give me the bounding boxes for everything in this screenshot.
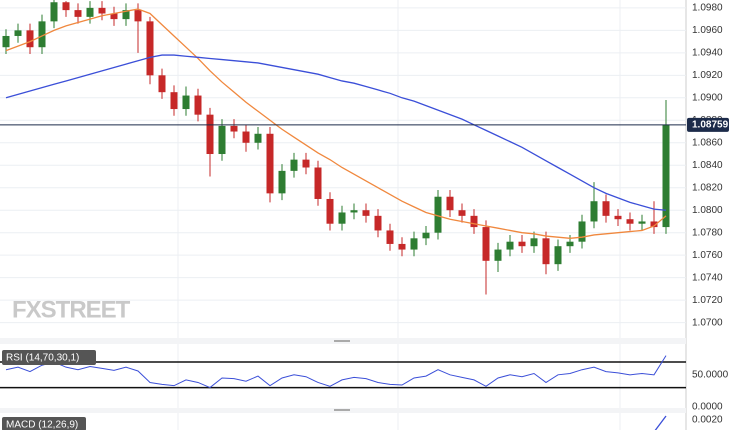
moving-average: [5, 54, 667, 211]
candle-body: [638, 221, 646, 224]
candle-body: [554, 246, 562, 265]
candle-body: [302, 159, 310, 168]
candle-body: [290, 159, 298, 171]
candle-body: [242, 131, 250, 143]
candle-body: [626, 219, 634, 224]
candle-body: [518, 241, 526, 247]
candle-body: [254, 133, 262, 143]
candle-body: [278, 170, 286, 194]
moving-average: [5, 8, 667, 239]
rsi-line: [5, 355, 667, 389]
candle-body: [86, 7, 94, 17]
candle-body: [338, 212, 346, 224]
y-tick-label: 1.0840: [692, 160, 723, 171]
price-panel: [0, 0, 686, 324]
y-tick-label: 1.0960: [692, 25, 723, 36]
macd-panel: [654, 415, 667, 430]
candle-body: [38, 21, 46, 48]
divider-grip[interactable]: [334, 340, 350, 342]
candle-body: [422, 232, 430, 239]
candle-body: [350, 210, 358, 213]
candle-body: [470, 215, 478, 228]
macd-line: [654, 415, 667, 430]
candle-body: [98, 7, 106, 14]
axes: 1.09801.09601.09401.09201.09001.08801.08…: [2, 3, 729, 431]
candle-body: [2, 35, 10, 48]
y-tick-label: 1.0820: [692, 182, 723, 193]
candle-body: [578, 221, 586, 242]
macd-title: MACD (12,26,9): [6, 420, 78, 430]
y-tick-label: 1.0740: [692, 272, 723, 283]
y-tick-label: 1.0860: [692, 137, 723, 148]
candle-body: [146, 21, 154, 76]
candle-body: [386, 230, 394, 244]
y-tick-label: 1.0720: [692, 295, 723, 306]
candle-body: [182, 95, 190, 110]
candle-body: [374, 215, 382, 231]
y-tick-label: 1.0920: [692, 70, 723, 81]
candle-body: [614, 215, 622, 220]
candle-body: [266, 133, 274, 194]
y-tick-label: 1.0780: [692, 227, 723, 238]
candle-body: [26, 30, 34, 48]
rsi-title: RSI (14,70,30,1): [6, 353, 79, 364]
candle-body: [566, 241, 574, 247]
candle-body: [170, 92, 178, 110]
last-price-box: [687, 117, 729, 132]
rsi-tick-label: 50.0000: [692, 369, 729, 380]
y-tick-label: 1.0900: [692, 92, 723, 103]
candle-body: [158, 75, 166, 93]
rsi-panel: [0, 355, 686, 389]
candle-body: [458, 210, 466, 216]
candle-body: [62, 2, 70, 11]
logo: FXSTREET: [12, 296, 131, 323]
candle-body: [218, 125, 226, 155]
candle-body: [542, 238, 550, 265]
candle-body: [446, 196, 454, 211]
candle-body: [650, 221, 658, 228]
candle-body: [482, 227, 490, 261]
candle-body: [314, 167, 322, 199]
last-price-label: 1.08759: [692, 120, 729, 131]
candle-body: [326, 198, 334, 224]
rsi-title-box: [2, 350, 96, 365]
candle-body: [230, 125, 238, 132]
candle-body: [590, 201, 598, 222]
candle-body: [506, 241, 514, 250]
macd-tick-label: 0.0020: [692, 415, 723, 426]
vertical-grid: [177, 0, 621, 430]
macd-title-box: [2, 417, 86, 431]
candle-body: [410, 238, 418, 250]
y-tick-label: 1.0800: [692, 205, 723, 216]
candle-body: [434, 196, 442, 233]
candle-body: [362, 210, 370, 216]
candle-body: [110, 13, 118, 20]
candle-body: [194, 95, 202, 115]
candle-body: [74, 10, 82, 17]
y-tick-label: 1.0940: [692, 47, 723, 58]
y-tick-label: 1.0700: [692, 317, 723, 328]
candle-body: [398, 243, 406, 250]
rsi-tick-label: 0.0000: [692, 401, 723, 412]
candle-body: [122, 10, 130, 20]
candle-body: [14, 30, 22, 36]
divider-grip[interactable]: [334, 409, 350, 411]
y-tick-label: 1.0980: [692, 3, 723, 14]
candle-body: [602, 201, 610, 216]
candle-body: [662, 124, 670, 228]
candle-body: [134, 10, 142, 22]
candle-body: [50, 2, 58, 22]
candle-body: [494, 249, 502, 261]
candle-body: [206, 114, 214, 155]
candle-body: [530, 238, 538, 247]
y-tick-label: 1.0760: [692, 250, 723, 261]
